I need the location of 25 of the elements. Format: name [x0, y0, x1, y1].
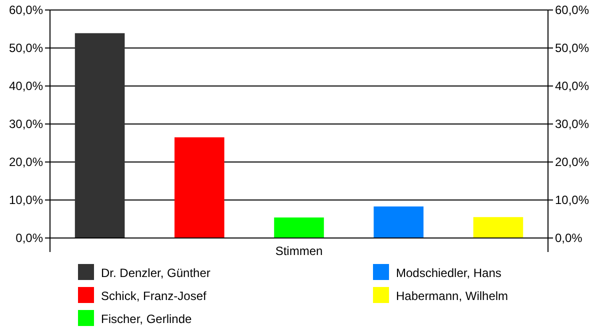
y-tick-label: 10,0%	[8, 193, 44, 208]
x-tick-label: Stimmen	[275, 244, 323, 258]
text: 10,0%	[555, 192, 590, 207]
bar	[274, 217, 324, 238]
text: 0,0%	[555, 230, 582, 245]
text: 30,0%	[555, 116, 590, 131]
text: 60,0%	[555, 2, 590, 17]
y-tick-label: 30,0%	[8, 117, 44, 132]
text: 50,0%	[555, 40, 590, 55]
text: 20,0%	[555, 154, 590, 169]
bar	[374, 206, 424, 238]
y-tick-label: 20,0%	[8, 155, 44, 170]
text: 40,0%	[555, 78, 590, 93]
legend-label: Fischer, Gerlinde	[101, 312, 192, 326]
legend-label: Modschiedler, Hans	[396, 266, 502, 280]
bar	[74, 33, 125, 238]
legend-label: Schick, Franz-Josef	[101, 289, 208, 303]
y-tick-label: 40,0%	[8, 79, 44, 94]
y-tick-label: 0,0%	[16, 231, 44, 246]
legend-label: Dr. Denzler, Günther	[101, 266, 210, 280]
bar	[473, 217, 524, 238]
legend-label: Habermann, Wilhelm	[396, 289, 508, 303]
y-tick-label: 50,0%	[8, 41, 44, 56]
y-tick-label: 60,0%	[8, 3, 44, 18]
bar	[174, 137, 224, 238]
